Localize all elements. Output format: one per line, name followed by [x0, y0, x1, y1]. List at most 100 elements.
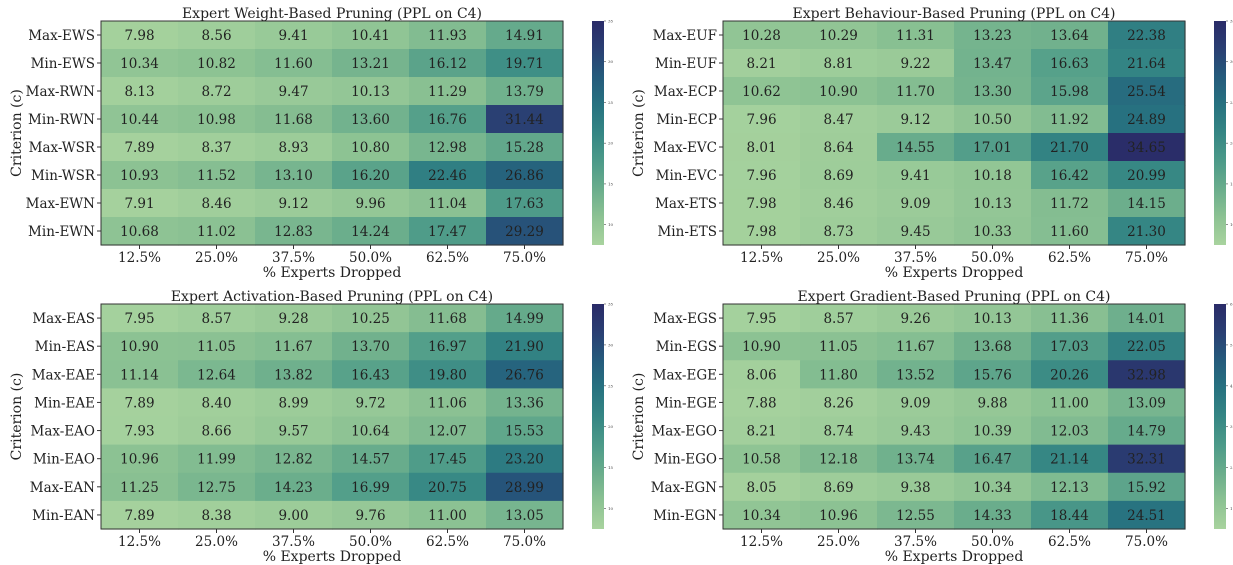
cell-value-label: 7.98 — [124, 28, 154, 44]
cell-value-label: 12.55 — [896, 508, 935, 524]
cell-value-label: 12.98 — [428, 140, 467, 156]
heatmap-cell — [800, 21, 878, 50]
heatmap-cell — [1031, 472, 1109, 502]
cell-value-label: 23.20 — [505, 452, 544, 468]
x-tick-label: 37.5% — [272, 534, 315, 550]
cell-value-label: 7.88 — [746, 395, 776, 411]
heatmap-cell — [877, 388, 955, 418]
heatmap-cell — [178, 133, 256, 162]
y-tick-label: Min-EUF — [655, 56, 717, 72]
heatmap-cell — [332, 332, 410, 361]
heatmap-cell — [178, 189, 256, 218]
heatmap-cell — [723, 77, 801, 106]
cell-value-label: 21.70 — [1050, 140, 1089, 156]
cell-value-label: 8.40 — [201, 395, 231, 411]
heatmap-cell — [486, 21, 564, 50]
cell-value-label: 15.53 — [505, 424, 544, 440]
cell-value-label: 8.56 — [201, 28, 231, 44]
cell-value-label: 26.76 — [505, 367, 544, 383]
heatmap-cell — [409, 105, 487, 134]
x-tick-label: 12.5% — [118, 250, 161, 266]
colorbar-tick-label: 15 — [1230, 181, 1233, 186]
heatmap-cell — [255, 105, 333, 134]
y-tick-label: Max-ETS — [655, 196, 717, 212]
colorbar — [1214, 21, 1226, 245]
cell-value-label: 11.70 — [896, 84, 935, 100]
y-tick-label: Min-EAO — [33, 452, 95, 468]
colorbar-tick-label: 30 — [1230, 59, 1233, 64]
cell-value-label: 11.52 — [197, 168, 236, 184]
colorbar-tick-label: 10 — [1230, 222, 1233, 227]
heatmap-cell — [723, 304, 801, 333]
cell-value-label: 8.46 — [201, 196, 231, 212]
cell-value-label: 10.39 — [973, 424, 1012, 440]
heatmap-cell — [101, 21, 179, 50]
x-tick-label: 50.0% — [349, 534, 392, 550]
heatmap-cell — [409, 77, 487, 106]
cell-value-label: 11.93 — [428, 28, 467, 44]
cell-value-label: 14.23 — [274, 480, 313, 496]
cell-value-label: 9.96 — [355, 196, 385, 212]
cell-value-label: 10.90 — [742, 339, 781, 355]
cell-value-label: 13.36 — [505, 395, 544, 411]
heatmap-cell — [255, 388, 333, 418]
heatmap-cell — [486, 105, 564, 134]
cell-value-label: 9.12 — [278, 196, 308, 212]
heatmap-cell — [255, 21, 333, 50]
cell-value-label: 10.13 — [973, 196, 1012, 212]
heatmap-cell — [800, 49, 878, 78]
heatmap-cell — [101, 500, 179, 530]
heatmap-cell — [255, 133, 333, 162]
heatmap-cell — [332, 388, 410, 418]
cell-value-label: 11.80 — [819, 367, 858, 383]
cell-value-label: 26.86 — [505, 168, 544, 184]
x-tick-label: 12.5% — [118, 534, 161, 550]
cell-value-label: 9.38 — [900, 480, 930, 496]
cell-value-label: 9.76 — [355, 508, 385, 524]
heatmap-cell — [255, 304, 333, 333]
cell-value-label: 8.81 — [823, 56, 853, 72]
cell-value-label: 13.21 — [351, 56, 390, 72]
heatmap-cell — [1031, 217, 1109, 246]
heatmap-cell — [1108, 444, 1186, 474]
heatmap-cell — [800, 304, 878, 333]
colorbar-tick-label: 35 — [608, 19, 614, 24]
heatmap-cell — [101, 472, 179, 502]
x-tick-label: 50.0% — [971, 534, 1014, 550]
heatmap-cell — [954, 416, 1032, 446]
colorbar-tick-label: 25 — [1230, 100, 1233, 105]
heatmap-cell — [723, 472, 801, 502]
cell-value-label: 11.67 — [274, 339, 313, 355]
cell-value-label: 17.01 — [973, 140, 1012, 156]
heatmap-cell — [101, 444, 179, 474]
y-tick-label: Min-EAS — [35, 339, 95, 355]
cell-value-label: 22.38 — [1127, 28, 1166, 44]
heatmap-cell — [178, 49, 256, 78]
y-tick-label: Min-EVC — [656, 168, 717, 184]
heatmap-cell — [178, 77, 256, 106]
colorbar-tick-label: 20 — [608, 424, 614, 429]
heatmap-cell — [178, 304, 256, 333]
chart-title: Expert Gradient-Based Pruning (PPL on C4… — [797, 289, 1110, 305]
y-tick-label: Max-EGE — [653, 367, 717, 383]
heatmap-cell — [332, 161, 410, 190]
y-axis-label: Criterion (c) — [631, 89, 647, 177]
heatmap-cell — [877, 189, 955, 218]
cell-value-label: 9.12 — [900, 112, 930, 128]
chart-title: Expert Activation-Based Pruning (PPL on … — [171, 289, 493, 305]
colorbar-tick-label: 35 — [1230, 19, 1233, 24]
heatmap-cell — [178, 388, 256, 418]
cell-value-label: 21.30 — [1127, 224, 1166, 240]
cell-value-label: 10.98 — [197, 112, 236, 128]
heatmap-cell — [178, 105, 256, 134]
cell-value-label: 7.98 — [746, 196, 776, 212]
y-tick-label: Min-ETS — [657, 224, 717, 240]
heatmap-cell — [486, 304, 564, 333]
x-tick-label: 37.5% — [894, 534, 937, 550]
x-tick-label: 37.5% — [894, 250, 937, 266]
heatmap-cell — [1031, 189, 1109, 218]
chart-title: Expert Weight-Based Pruning (PPL on C4) — [182, 6, 482, 22]
heatmap-cell — [954, 217, 1032, 246]
heatmap-cell — [1031, 304, 1109, 333]
